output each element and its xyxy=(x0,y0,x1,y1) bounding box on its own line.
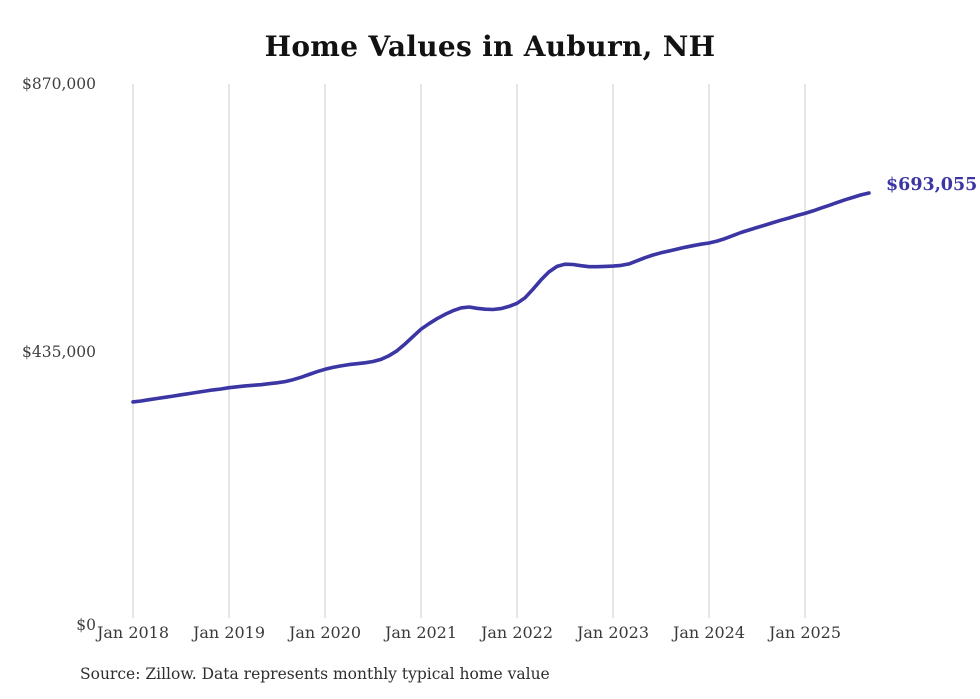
x-tick-label: Jan 2023 xyxy=(576,623,650,642)
source-note: Source: Zillow. Data represents monthly … xyxy=(80,665,550,683)
x-tick-label: Jan 2024 xyxy=(672,623,746,642)
home-value-line xyxy=(131,191,871,404)
y-tick-label: $435,000 xyxy=(22,343,96,361)
y-tick-label: $870,000 xyxy=(22,75,96,93)
x-tick-label: Jan 2019 xyxy=(192,623,266,642)
y-axis: $0 $435,000 $870,000 xyxy=(0,0,96,699)
x-tick-label: Jan 2022 xyxy=(480,623,554,642)
x-tick-label: Jan 2020 xyxy=(288,623,362,642)
x-tick-label: Jan 2018 xyxy=(96,623,170,642)
x-tick-label: Jan 2025 xyxy=(768,623,842,642)
x-tick-label: Jan 2021 xyxy=(384,623,458,642)
latest-value-label: $693,055 xyxy=(886,175,978,195)
y-tick-label: $0 xyxy=(76,616,96,634)
chart-title: Home Values in Auburn, NH xyxy=(264,30,716,63)
